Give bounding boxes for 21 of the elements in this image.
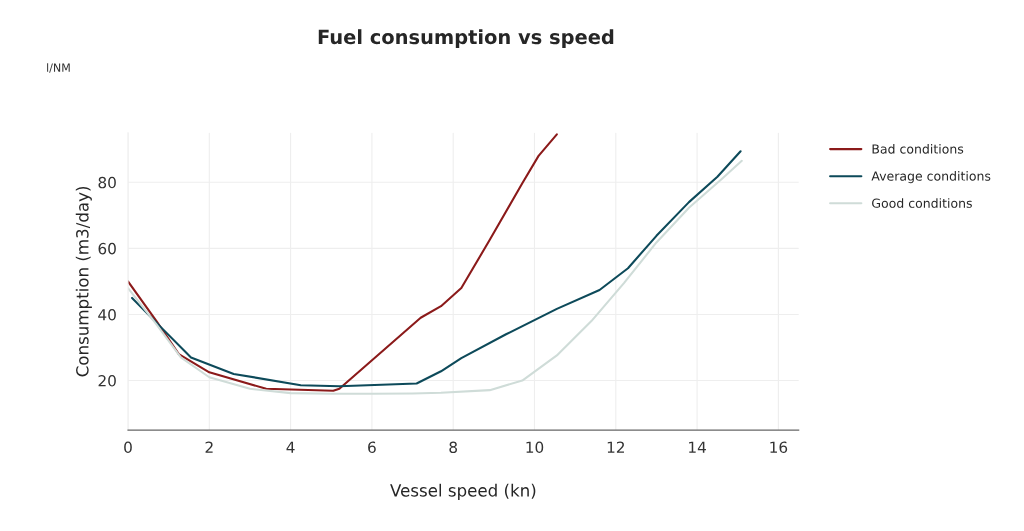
y-tick-label: 60 bbox=[98, 242, 116, 255]
x-tick-label: 4 bbox=[286, 441, 295, 453]
x-tick-label: 0 bbox=[124, 441, 132, 454]
y-tick-label: 80 bbox=[98, 176, 116, 189]
text: l/NM bbox=[47, 63, 70, 73]
x-tick-label: 6 bbox=[368, 441, 376, 454]
x-tick-label: 8 bbox=[449, 441, 458, 454]
y-tick-label: 20 bbox=[98, 375, 116, 387]
x-tick-label: 2 bbox=[205, 441, 213, 453]
legend-label: Good conditions bbox=[872, 198, 972, 208]
y-tick-label: 40 bbox=[98, 308, 116, 321]
line-series bbox=[128, 133, 558, 392]
x-tick-label: 16 bbox=[770, 441, 788, 454]
x-tick-label: 12 bbox=[607, 441, 624, 453]
x-tick-label: 14 bbox=[689, 441, 706, 453]
x-axis-title: Vessel speed (kn) bbox=[390, 483, 536, 500]
y-axis-title: Consumption (m3/day) bbox=[75, 186, 92, 377]
chart-title: Fuel consumption vs speed bbox=[318, 29, 614, 49]
legend-label: Bad conditions bbox=[872, 144, 964, 154]
legend-label: Average conditions bbox=[871, 171, 991, 184]
x-tick-label: 10 bbox=[526, 441, 544, 454]
